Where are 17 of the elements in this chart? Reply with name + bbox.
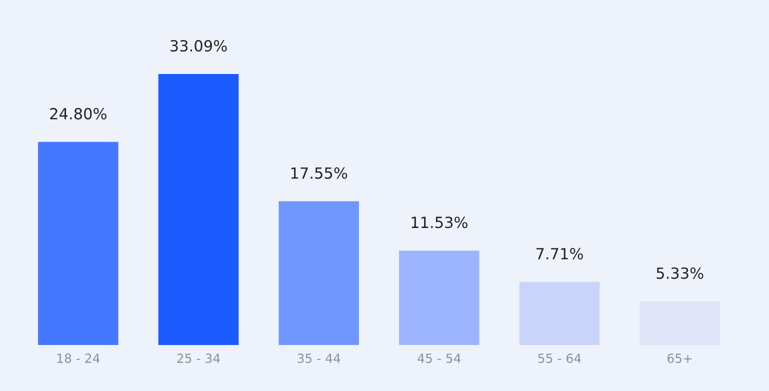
x-tick-label: 25 - 34 xyxy=(177,354,220,364)
bar xyxy=(158,74,239,345)
x-tick-label: 18 - 24 xyxy=(57,354,100,364)
data-label: 11.53% xyxy=(412,216,468,228)
bar xyxy=(519,282,600,345)
bar xyxy=(278,201,359,345)
data-label: 24.80% xyxy=(50,108,106,120)
x-tick-label: 35 - 44 xyxy=(298,354,340,364)
data-label: 5.33% xyxy=(656,267,704,279)
x-tick-label: 65+ xyxy=(668,354,692,364)
x-tick-label: 55 - 64 xyxy=(538,354,581,364)
bar xyxy=(38,142,118,345)
data-label: 33.09% xyxy=(170,40,227,52)
data-label: 17.55% xyxy=(291,167,348,179)
data-label: 7.71% xyxy=(536,248,583,260)
bar xyxy=(399,250,480,345)
x-tick-label: 45 - 54 xyxy=(418,354,461,364)
